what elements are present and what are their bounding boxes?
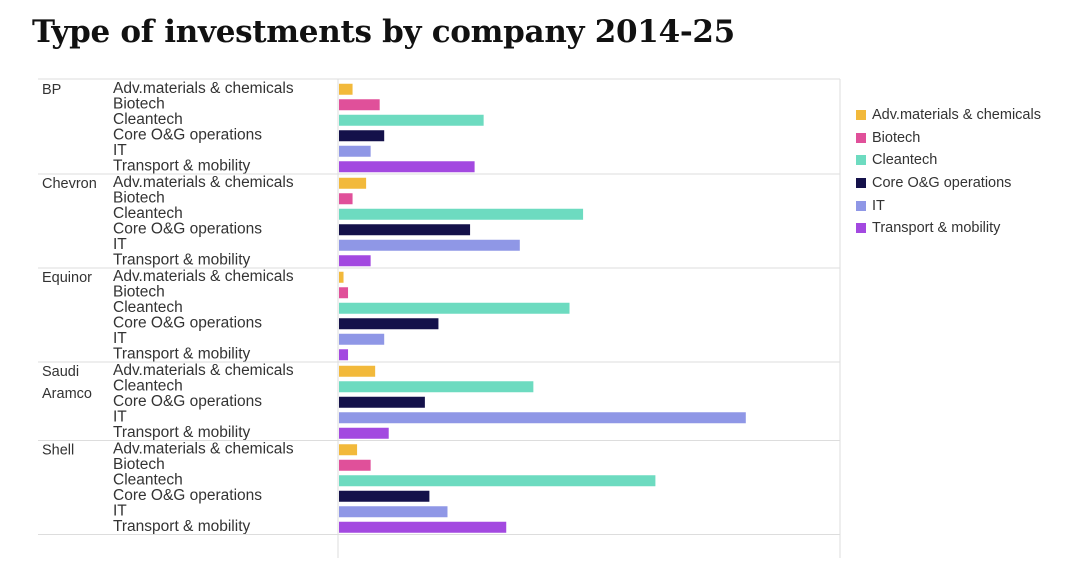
category-label: Transport & mobility [113,518,250,535]
category-label: Core O&G operations [113,315,262,332]
chart-legend: Adv.materials & chemicals Biotech Cleantec… [856,104,1041,240]
bar-bp-cleantech [339,114,484,126]
bar-shell-biotech [339,459,371,471]
bar-chevron-transport-and-mobility [339,255,371,267]
category-label: Core O&G operations [113,393,262,410]
category-label: Biotech [113,96,165,113]
legend-item-biotech: Biotech [856,127,1041,150]
bar-saudi-aramco-core-oandg-operations [339,396,425,408]
legend-label: Adv.materials & chemicals [872,107,1041,124]
legend-swatch [856,110,866,121]
category-label: Cleantech [113,378,183,395]
category-label: Biotech [113,190,165,207]
legend-item-it: IT [856,194,1041,217]
category-label: Adv.materials & chemicals [113,362,294,379]
bar-shell-cleantech [339,475,656,487]
legend-item-transport-and-mobility: Transport & mobility [856,217,1041,240]
bar-bp-core-oandg-operations [339,130,385,142]
legend-swatch [856,178,866,189]
category-label: IT [113,409,127,426]
category-label: Transport & mobility [113,424,250,441]
bar-equinor-adv-materials-and-chemicals [339,271,344,283]
bar-equinor-biotech [339,287,349,299]
category-label: Transport & mobility [113,346,250,363]
bar-bp-adv-materials-and-chemicals [339,83,353,95]
legend-label: Transport & mobility [872,220,1001,237]
category-label: Core O&G operations [113,221,262,238]
bar-chevron-it [339,239,520,251]
category-label: Cleantech [113,111,183,128]
category-label: Adv.materials & chemicals [113,174,294,191]
bar-saudi-aramco-it [339,412,746,424]
legend-swatch [856,132,866,143]
category-label: IT [113,236,127,253]
legend-swatch [856,223,866,234]
bar-shell-transport-and-mobility [339,521,507,533]
category-label: Adv.materials & chemicals [113,268,294,285]
legend-label: Biotech [872,129,921,146]
company-label: Equinor [42,270,92,286]
legend-item-core-oandg-operations: Core O&G operations [856,172,1041,195]
category-label: Core O&G operations [113,487,262,504]
category-label: Transport & mobility [113,158,250,175]
bar-bp-it [339,145,371,157]
company-label: Chevron [42,176,97,192]
category-label: Adv.materials & chemicals [113,80,294,97]
company-label: Aramco [42,386,92,402]
legend-swatch [856,200,866,211]
legend-label: Cleantech [872,152,938,169]
bar-saudi-aramco-adv-materials-and-chemicals [339,365,376,377]
legend-item-cleantech: Cleantech [856,149,1041,172]
bar-equinor-cleantech [339,302,570,314]
category-label: Cleantech [113,299,183,316]
bar-saudi-aramco-transport-and-mobility [339,427,389,439]
bar-shell-adv-materials-and-chemicals [339,444,358,456]
bar-chevron-cleantech [339,208,584,220]
category-label: Biotech [113,284,165,301]
bar-saudi-aramco-cleantech [339,381,534,393]
legend-item-adv-materials-and-chemicals: Adv.materials & chemicals [856,104,1041,127]
chart-title: Type of investments by company 2014-25 [32,14,735,50]
bar-equinor-it [339,333,385,345]
bar-equinor-core-oandg-operations [339,318,439,330]
bar-chevron-biotech [339,193,353,205]
bar-equinor-transport-and-mobility [339,349,349,361]
category-label: IT [113,142,127,159]
bar-chevron-adv-materials-and-chemicals [339,177,367,189]
bar-bp-transport-and-mobility [339,161,475,173]
legend-label: IT [872,197,885,214]
bar-bp-biotech [339,99,380,111]
legend-swatch [856,155,866,166]
category-label: Adv.materials & chemicals [113,441,294,458]
category-label: Core O&G operations [113,127,262,144]
company-label: Shell [42,443,74,459]
category-label: Biotech [113,456,165,473]
category-label: Cleantech [113,472,183,489]
bar-shell-core-oandg-operations [339,490,430,502]
legend-label: Core O&G operations [872,175,1012,192]
category-label: Transport & mobility [113,252,250,269]
company-label: BP [42,82,61,98]
company-label: Saudi [42,364,79,380]
category-label: Cleantech [113,205,183,222]
category-label: IT [113,503,127,520]
bar-chevron-core-oandg-operations [339,224,471,236]
category-label: IT [113,330,127,347]
bar-shell-it [339,506,448,518]
